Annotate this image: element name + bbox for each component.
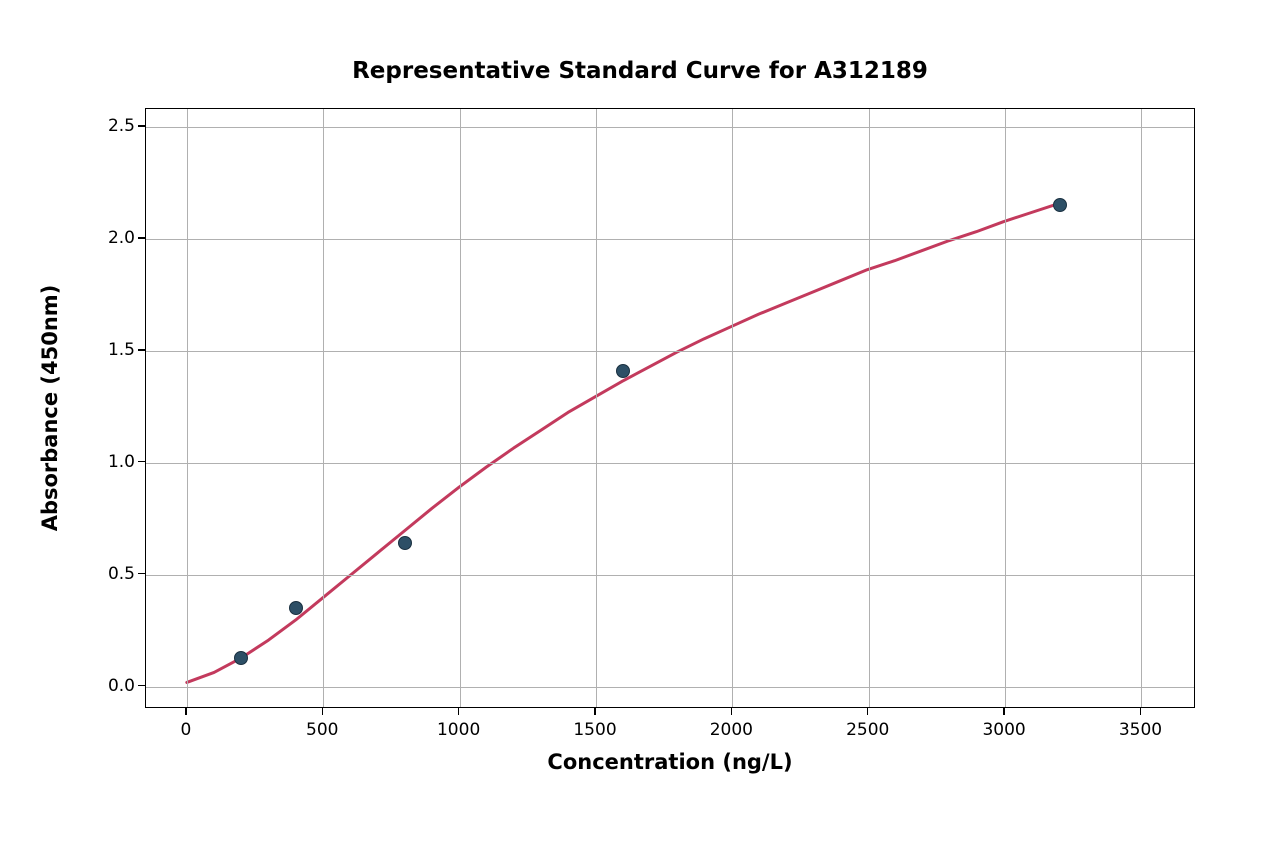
x-tick-mark	[867, 708, 869, 715]
grid-line-vertical	[460, 109, 461, 707]
grid-line-vertical	[732, 109, 733, 707]
x-tick-mark	[322, 708, 324, 715]
x-tick-mark	[1003, 708, 1005, 715]
x-tick-label: 2000	[710, 720, 753, 740]
data-point	[234, 651, 248, 665]
curve-path	[187, 204, 1058, 683]
y-tick-label: 0.5	[105, 564, 135, 584]
grid-line-horizontal	[146, 687, 1194, 688]
chart-container: Representative Standard Curve for A31218…	[0, 0, 1280, 845]
grid-line-vertical	[596, 109, 597, 707]
x-tick-label: 500	[306, 720, 338, 740]
grid-line-horizontal	[146, 351, 1194, 352]
x-tick-label: 0	[180, 720, 191, 740]
grid-line-vertical	[323, 109, 324, 707]
x-tick-label: 2500	[846, 720, 889, 740]
y-tick-label: 2.0	[105, 228, 135, 248]
y-tick-label: 0.0	[105, 676, 135, 696]
data-point	[1053, 198, 1067, 212]
x-tick-mark	[1140, 708, 1142, 715]
grid-line-horizontal	[146, 463, 1194, 464]
data-point	[398, 536, 412, 550]
y-tick-mark	[138, 461, 145, 463]
y-tick-mark	[138, 349, 145, 351]
y-tick-mark	[138, 237, 145, 239]
x-tick-mark	[458, 708, 460, 715]
grid-line-vertical	[1005, 109, 1006, 707]
y-tick-label: 1.0	[105, 452, 135, 472]
y-tick-mark	[138, 573, 145, 575]
fit-curve	[146, 109, 1194, 707]
y-tick-mark	[138, 125, 145, 127]
grid-line-horizontal	[146, 127, 1194, 128]
x-tick-label: 1500	[573, 720, 616, 740]
x-tick-label: 1000	[437, 720, 480, 740]
grid-line-horizontal	[146, 239, 1194, 240]
x-tick-label: 3000	[982, 720, 1025, 740]
x-axis-label: Concentration (ng/L)	[547, 750, 792, 774]
y-tick-mark	[138, 685, 145, 687]
grid-line-vertical	[869, 109, 870, 707]
chart-title: Representative Standard Curve for A31218…	[352, 58, 928, 84]
grid-line-vertical	[187, 109, 188, 707]
x-tick-label: 3500	[1119, 720, 1162, 740]
x-tick-mark	[731, 708, 733, 715]
grid-line-vertical	[1141, 109, 1142, 707]
grid-line-horizontal	[146, 575, 1194, 576]
y-axis-label: Absorbance (450nm)	[38, 285, 62, 532]
x-tick-mark	[185, 708, 187, 715]
plot-area	[145, 108, 1195, 708]
x-tick-mark	[594, 708, 596, 715]
data-point	[616, 364, 630, 378]
y-tick-label: 1.5	[105, 340, 135, 360]
data-point	[289, 601, 303, 615]
y-tick-label: 2.5	[105, 116, 135, 136]
